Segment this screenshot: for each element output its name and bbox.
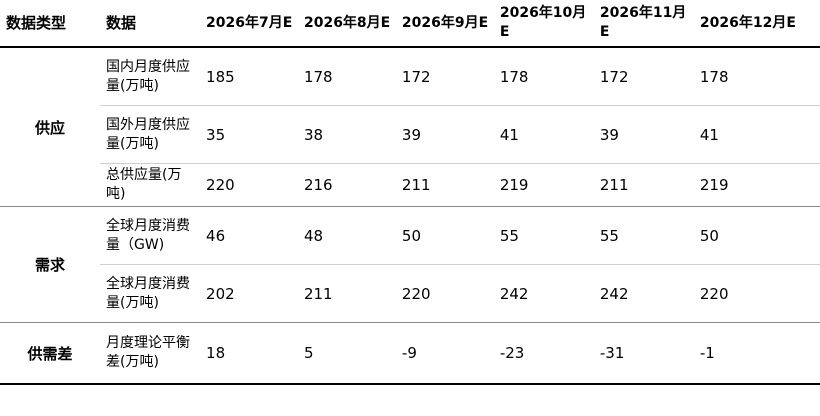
table-row: 需求 全球月度消费量（GW) 46 48 50 55 55 50 <box>0 206 820 323</box>
cell-value: 172 <box>593 47 694 106</box>
cell-value: 46 <box>200 206 298 265</box>
table-row: 国外月度供应量(万吨) 35 38 39 41 39 41 <box>0 105 820 164</box>
group-label-gap: 供需差 <box>0 322 101 385</box>
cell-value: 219 <box>493 163 594 207</box>
row-metric: 国外月度供应量(万吨) <box>100 105 201 164</box>
cell-value: 202 <box>200 264 298 323</box>
cell-value: 242 <box>593 264 694 323</box>
header-month-oct: 2026年10月E <box>493 0 594 48</box>
header-month-nov: 2026年11月E <box>593 0 694 48</box>
group-label-supply: 供应 <box>0 47 101 207</box>
row-metric: 全球月度消费量(万吨) <box>100 264 201 323</box>
header-month-jul: 2026年7月E <box>200 0 298 48</box>
cell-value: 211 <box>395 163 494 207</box>
cell-value: -9 <box>395 322 494 385</box>
cell-value: 55 <box>493 206 594 265</box>
cell-value: 5 <box>297 322 396 385</box>
cell-value: 220 <box>693 264 820 323</box>
cell-value: 178 <box>297 47 396 106</box>
cell-value: 220 <box>200 163 298 207</box>
cell-value: 178 <box>493 47 594 106</box>
cell-value: 220 <box>395 264 494 323</box>
cell-value: 39 <box>395 105 494 164</box>
cell-value: 41 <box>693 105 820 164</box>
row-metric: 月度理论平衡差(万吨) <box>100 322 201 385</box>
cell-value: 50 <box>693 206 820 265</box>
cell-value: 172 <box>395 47 494 106</box>
header-month-sep: 2026年9月E <box>395 0 494 48</box>
group-label-demand: 需求 <box>0 206 101 323</box>
table-row: 供应 国内月度供应量(万吨) 185 178 172 178 172 178 <box>0 47 820 207</box>
cell-value: 185 <box>200 47 298 106</box>
table-row: 供需差 月度理论平衡差(万吨) 18 5 -9 -23 -31 -1 <box>0 322 820 385</box>
cell-value: 219 <box>693 163 820 207</box>
cell-value: -31 <box>593 322 694 385</box>
cell-value: -23 <box>493 322 594 385</box>
header-data-type: 数据类型 <box>0 0 101 48</box>
cell-value: 48 <box>297 206 396 265</box>
cell-value: 18 <box>200 322 298 385</box>
cell-value: 211 <box>593 163 694 207</box>
header-data: 数据 <box>100 0 201 48</box>
cell-value: 216 <box>297 163 396 207</box>
header-month-dec: 2026年12月E <box>693 0 820 48</box>
cell-value: 39 <box>593 105 694 164</box>
table-row: 全球月度消费量(万吨) 202 211 220 242 242 220 <box>0 264 820 323</box>
cell-value: 242 <box>493 264 594 323</box>
row-metric: 全球月度消费量（GW) <box>100 206 201 265</box>
row-metric: 总供应量(万吨) <box>100 163 201 207</box>
cell-value: 35 <box>200 105 298 164</box>
header-row: 数据类型 数据 2026年7月E 2026年8月E 2026年9月E 2026年… <box>0 0 820 48</box>
table-row: 总供应量(万吨) 220 216 211 219 211 219 <box>0 163 820 207</box>
cell-value: 41 <box>493 105 594 164</box>
cell-value: 211 <box>297 264 396 323</box>
supply-demand-table: 数据类型 数据 2026年7月E 2026年8月E 2026年9月E 2026年… <box>0 0 820 385</box>
cell-value: 50 <box>395 206 494 265</box>
row-metric: 国内月度供应量(万吨) <box>100 47 201 106</box>
cell-value: 55 <box>593 206 694 265</box>
cell-value: 178 <box>693 47 820 106</box>
cell-value: -1 <box>693 322 820 385</box>
cell-value: 38 <box>297 105 396 164</box>
header-month-aug: 2026年8月E <box>297 0 396 48</box>
